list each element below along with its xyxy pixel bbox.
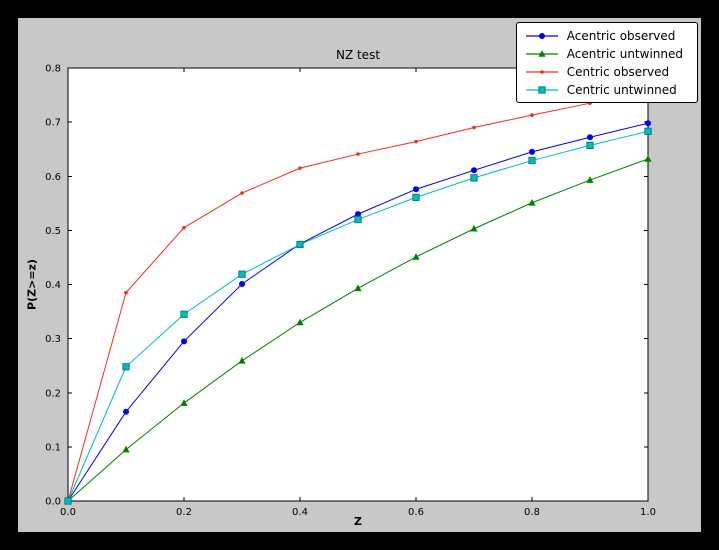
svg-text:0.2: 0.2 (176, 507, 192, 518)
svg-text:0.8: 0.8 (45, 64, 61, 75)
legend-entry-centric-observed: Centric observed (525, 64, 683, 79)
legend-entry-acentric-untwinned: Acentric untwinned (525, 46, 683, 61)
svg-text:0.6: 0.6 (408, 507, 424, 518)
svg-text:0.4: 0.4 (292, 507, 308, 518)
svg-text:0.2: 0.2 (45, 388, 61, 399)
svg-text:0.0: 0.0 (60, 507, 76, 518)
plot-area: 0.0 0.2 0.4 0.6 0.8 1.0 0.0 0.1 0.2 0.3 0.4 0.5 0.6 0… (45, 64, 656, 519)
figure-canvas: 0.0 0.2 0.4 0.6 0.8 1.0 0.0 0.1 0.2 0.3 0.4 0.5 0.6 0… (18, 18, 701, 532)
legend-line-sample (525, 32, 558, 39)
y-axis-label: P(Z>=z) (25, 259, 39, 310)
legend-line-sample (525, 85, 558, 94)
legend-label: Acentric untwinned (566, 46, 683, 61)
legend-label: Acentric observed (566, 28, 676, 43)
legend-entry-acentric-observed: Acentric observed (525, 28, 683, 43)
svg-text:0.3: 0.3 (45, 334, 61, 345)
legend-label: Centric observed (566, 64, 670, 79)
legend: Acentric observed Acentric untwinned Centr… (515, 22, 698, 103)
svg-text:0.0: 0.0 (45, 497, 61, 508)
tick-labels: 0.0 0.2 0.4 0.6 0.8 1.0 0.0 0.1 0.2 0.3 0.4 0.5 0.6 0… (45, 64, 656, 519)
chart-title: NZ test (335, 48, 381, 62)
legend-line-sample (525, 49, 558, 57)
legend-line-sample (525, 69, 558, 74)
x-axis-label: Z (354, 515, 362, 528)
svg-text:0.1: 0.1 (45, 442, 61, 453)
legend-label: Centric untwinned (566, 82, 677, 97)
svg-text:0.5: 0.5 (45, 226, 61, 237)
svg-text:0.6: 0.6 (45, 172, 61, 183)
svg-text:1.0: 1.0 (640, 507, 656, 518)
svg-text:0.7: 0.7 (45, 118, 61, 129)
svg-text:0.4: 0.4 (45, 280, 61, 291)
svg-text:0.8: 0.8 (524, 507, 540, 518)
legend-entry-centric-untwinned: Centric untwinned (525, 82, 683, 97)
series-centric-untwinned (64, 127, 652, 505)
